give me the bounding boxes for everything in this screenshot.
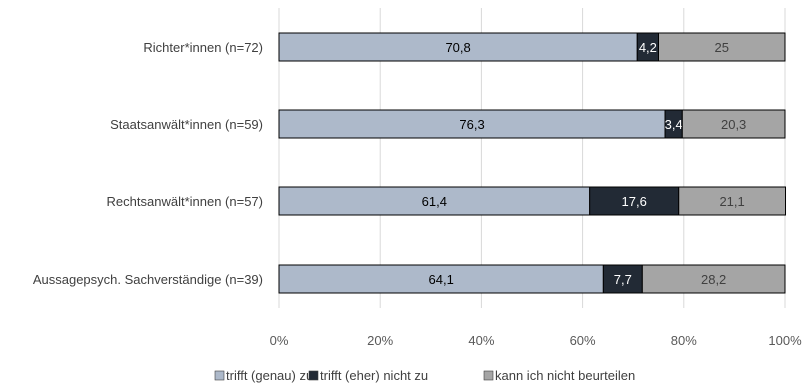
- data-label: 76,3: [459, 117, 484, 132]
- x-tick-label: 40%: [468, 333, 494, 348]
- data-label: 25: [715, 40, 729, 55]
- bar-segment: [678, 186, 787, 216]
- data-label: 4,2: [639, 40, 657, 55]
- bar-segment: [681, 109, 786, 139]
- data-label: 61,4: [422, 194, 447, 209]
- x-tick-label: 0%: [270, 333, 289, 348]
- bar-segment: [278, 186, 591, 216]
- bar-segment: [278, 32, 638, 62]
- bar-segment: [641, 264, 786, 294]
- data-label: 3,4: [665, 117, 683, 132]
- category-label: Rechtsanwält*innen (n=57): [107, 194, 263, 209]
- legend-swatch: [214, 370, 225, 381]
- data-label: 21,1: [719, 194, 744, 209]
- x-tick-label: 60%: [570, 333, 596, 348]
- data-label: 64,1: [429, 272, 454, 287]
- data-label: 70,8: [445, 40, 470, 55]
- legend-label: trifft (genau) zu: [226, 368, 313, 383]
- bar-segment: [278, 109, 666, 139]
- x-tick-label: 20%: [367, 333, 393, 348]
- legend-label: trifft (eher) nicht zu: [320, 368, 428, 383]
- x-tick-label: 80%: [671, 333, 697, 348]
- category-label: Richter*innen (n=72): [143, 40, 263, 55]
- legend-label: kann ich nicht beurteilen: [495, 368, 635, 383]
- legend-swatch: [483, 370, 494, 381]
- bars: 70,8 4,2 25 76,3 3,4 20,3 61,4 17,6 21,1 64,1 7,7 2…: [278, 32, 787, 294]
- category-label: Aussagepsych. Sachverständige (n=39): [33, 272, 263, 287]
- category-label: Staatsanwält*innen (n=59): [110, 117, 263, 132]
- bar-segment: [589, 186, 680, 216]
- legend: trifft (genau) zu trifft (eher) nicht zu k…: [214, 368, 635, 383]
- x-tick-labels: 0% 20% 40% 60% 80% 100%: [270, 333, 802, 348]
- category-labels: Richter*innen (n=72) Staatsanwält*innen (…: [33, 40, 263, 287]
- legend-swatch: [308, 370, 319, 381]
- data-label: 28,2: [701, 272, 726, 287]
- x-tick-label: 100%: [768, 333, 802, 348]
- data-label: 17,6: [622, 194, 647, 209]
- data-label: 20,3: [721, 117, 746, 132]
- bar-segment: [658, 32, 786, 62]
- bar-segment: [602, 264, 643, 294]
- data-label: 7,7: [614, 272, 632, 287]
